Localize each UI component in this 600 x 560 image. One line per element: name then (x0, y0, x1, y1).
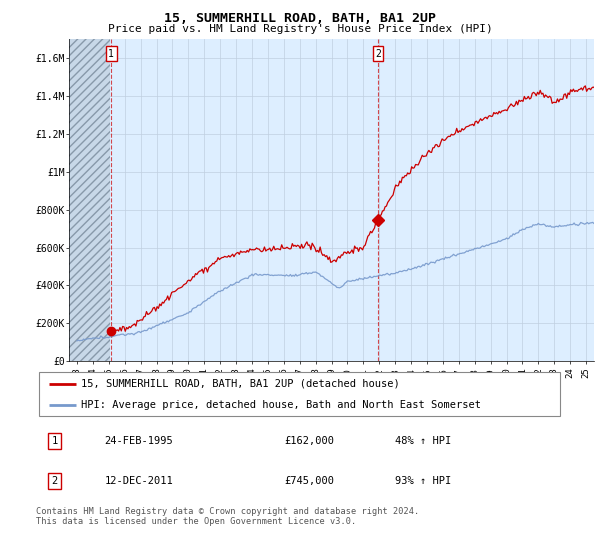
Text: £162,000: £162,000 (284, 436, 334, 446)
Text: 15, SUMMERHILL ROAD, BATH, BA1 2UP (detached house): 15, SUMMERHILL ROAD, BATH, BA1 2UP (deta… (81, 379, 400, 389)
Text: 2: 2 (375, 49, 381, 59)
Text: HPI: Average price, detached house, Bath and North East Somerset: HPI: Average price, detached house, Bath… (81, 400, 481, 410)
Text: 1: 1 (108, 49, 114, 59)
Text: 93% ↑ HPI: 93% ↑ HPI (395, 476, 451, 486)
FancyBboxPatch shape (38, 372, 560, 416)
Text: 24-FEB-1995: 24-FEB-1995 (104, 436, 173, 446)
Text: 48% ↑ HPI: 48% ↑ HPI (395, 436, 451, 446)
Text: £745,000: £745,000 (284, 476, 334, 486)
Bar (69, 39, 110, 361)
Text: 1: 1 (52, 436, 58, 446)
Text: Price paid vs. HM Land Registry's House Price Index (HPI): Price paid vs. HM Land Registry's House … (107, 24, 493, 34)
Text: 12-DEC-2011: 12-DEC-2011 (104, 476, 173, 486)
Text: 2: 2 (52, 476, 58, 486)
Text: 15, SUMMERHILL ROAD, BATH, BA1 2UP: 15, SUMMERHILL ROAD, BATH, BA1 2UP (164, 12, 436, 25)
Text: Contains HM Land Registry data © Crown copyright and database right 2024.
This d: Contains HM Land Registry data © Crown c… (36, 507, 419, 526)
